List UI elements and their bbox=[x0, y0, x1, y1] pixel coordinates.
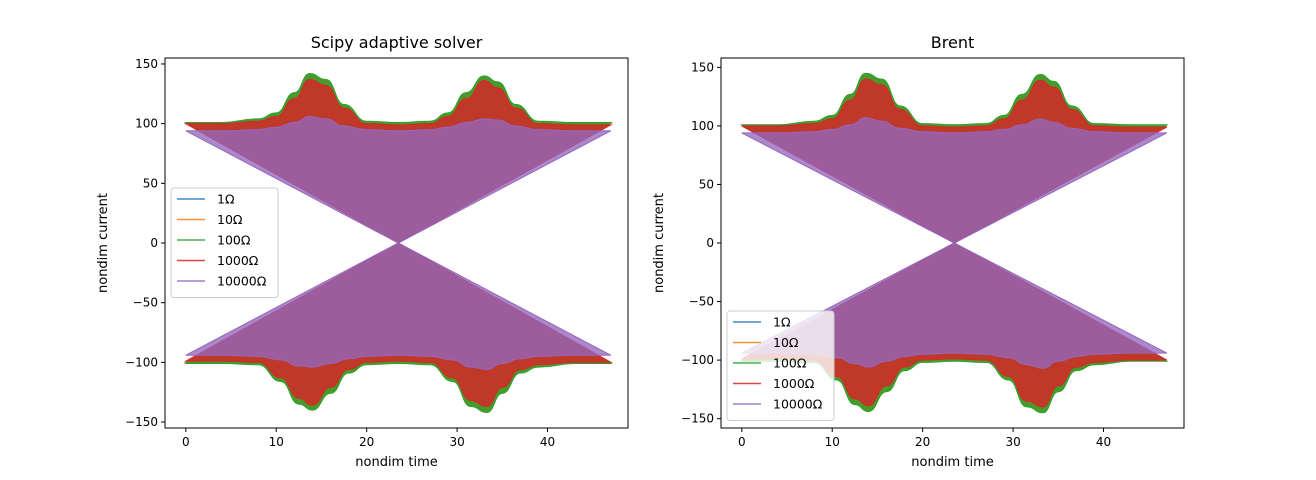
plot-area bbox=[164, 57, 629, 429]
series-group bbox=[739, 72, 1169, 414]
chart-title: Scipy adaptive solver bbox=[311, 33, 483, 52]
x-tick-label: 30 bbox=[1005, 435, 1020, 449]
y-tick-label: 100 bbox=[135, 117, 158, 131]
axes-ticks: 0 10 20 30 40 −150 −100 −50 0 50 100 150 bbox=[681, 60, 1111, 449]
chart-panel-scipy: 0 10 20 30 40 −150 −100 −50 0 50 100 150 Scipy adap… bbox=[96, 33, 629, 470]
x-tick-label: 10 bbox=[269, 435, 284, 449]
x-tick-label: 30 bbox=[449, 435, 464, 449]
y-tick-label: −150 bbox=[125, 415, 158, 429]
x-tick-label: 40 bbox=[540, 435, 555, 449]
legend-label: 10Ω bbox=[773, 335, 799, 350]
x-axis-label: nondim time bbox=[911, 455, 993, 470]
legend-label: 100Ω bbox=[217, 233, 251, 248]
x-tick-label: 0 bbox=[182, 435, 190, 449]
y-tick-label: 150 bbox=[691, 60, 714, 74]
series-group bbox=[183, 73, 613, 413]
legend-label: 10000Ω bbox=[773, 397, 823, 412]
y-tick-label: 150 bbox=[135, 57, 158, 71]
y-tick-label: −150 bbox=[681, 412, 714, 426]
legend: 1Ω 10Ω 100Ω 1000Ω 10000Ω bbox=[170, 187, 279, 298]
x-tick-label: 20 bbox=[359, 435, 374, 449]
plot-area bbox=[720, 57, 1185, 429]
y-axis-label: nondim current bbox=[652, 193, 667, 293]
legend-label: 10000Ω bbox=[217, 274, 267, 289]
y-tick-label: −100 bbox=[125, 355, 158, 369]
y-tick-label: 0 bbox=[706, 236, 714, 250]
y-tick-label: −100 bbox=[681, 353, 714, 367]
legend-label: 1000Ω bbox=[217, 253, 259, 268]
y-axis-label: nondim current bbox=[96, 193, 111, 293]
x-tick-label: 0 bbox=[738, 435, 746, 449]
series-10000-ohm bbox=[185, 115, 612, 371]
y-tick-label: −50 bbox=[133, 296, 158, 310]
x-tick-label: 10 bbox=[825, 435, 840, 449]
x-axis-label: nondim time bbox=[355, 455, 437, 470]
legend-label: 100Ω bbox=[773, 356, 807, 371]
legend-box bbox=[726, 310, 835, 421]
x-tick-label: 40 bbox=[1096, 435, 1111, 449]
legend-label: 1000Ω bbox=[773, 376, 815, 391]
legend: 1Ω 10Ω 100Ω 1000Ω 10000Ω bbox=[726, 310, 835, 421]
y-tick-label: 50 bbox=[143, 176, 158, 190]
y-tick-label: 100 bbox=[691, 119, 714, 133]
legend-label: 1Ω bbox=[217, 192, 235, 207]
y-tick-label: 0 bbox=[150, 236, 158, 250]
chart-title: Brent bbox=[931, 33, 974, 52]
legend-box bbox=[170, 187, 279, 298]
y-tick-label: 50 bbox=[699, 177, 714, 191]
x-tick-label: 20 bbox=[915, 435, 930, 449]
chart-panel-brent: 0 10 20 30 40 −150 −100 −50 0 50 100 150 Brent nond… bbox=[652, 33, 1185, 470]
legend-label: 10Ω bbox=[217, 212, 243, 227]
axes-ticks: 0 10 20 30 40 −150 −100 −50 0 50 100 150 bbox=[125, 57, 555, 449]
legend-label: 1Ω bbox=[773, 315, 791, 330]
y-tick-label: −50 bbox=[689, 295, 714, 309]
